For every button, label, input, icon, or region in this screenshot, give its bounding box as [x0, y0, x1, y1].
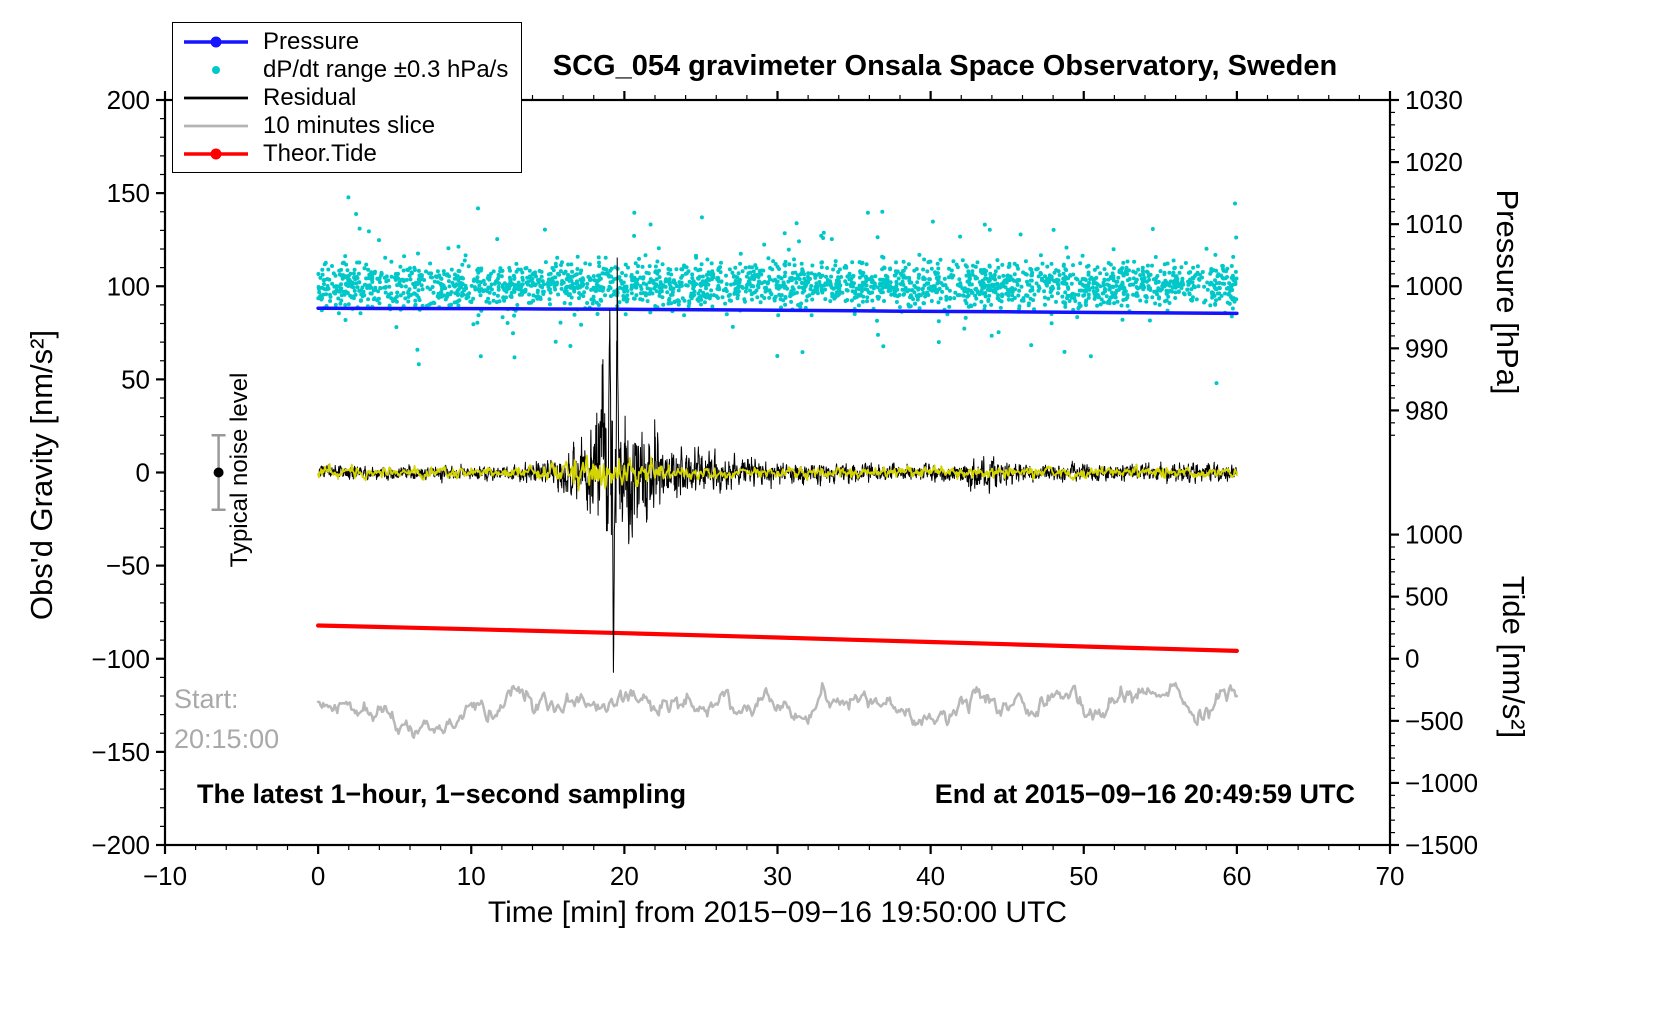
- svg-text:0: 0: [311, 861, 325, 891]
- svg-text:1000: 1000: [1405, 271, 1463, 301]
- svg-text:990: 990: [1405, 333, 1448, 363]
- svg-text:0: 0: [136, 458, 150, 488]
- start-label: Start:: [174, 684, 239, 714]
- legend-items: Pressure dP/dt range ±0.3 hPa/s Residual 10…: [173, 28, 521, 168]
- svg-text:0: 0: [1405, 644, 1419, 674]
- svg-text:30: 30: [763, 861, 792, 891]
- legend-item: dP/dt range ±0.3 hPa/s: [173, 56, 521, 84]
- svg-text:150: 150: [107, 178, 150, 208]
- sampling-note: The latest 1−hour, 1−second sampling: [197, 779, 687, 809]
- svg-text:10: 10: [457, 861, 486, 891]
- svg-text:1010: 1010: [1405, 209, 1463, 239]
- legend-label: Theor.Tide: [263, 140, 377, 167]
- svg-text:40: 40: [916, 861, 945, 891]
- legend-item: Theor.Tide: [173, 140, 521, 168]
- noise-level-label: Typical noise level: [226, 372, 253, 568]
- tide-axis-label: Tide [nm/s²]: [1496, 575, 1531, 739]
- legend: Pressure dP/dt range ±0.3 hPa/s Residual 10…: [172, 22, 522, 173]
- legend-marker-icon: [212, 66, 220, 74]
- svg-text:500: 500: [1405, 582, 1448, 612]
- legend-item: Pressure: [173, 28, 521, 56]
- svg-text:1030: 1030: [1405, 85, 1463, 115]
- svg-text:−500: −500: [1405, 706, 1464, 736]
- legend-marker-icon: [184, 96, 248, 100]
- chart-title: SCG_054 gravimeter Onsala Space Observat…: [552, 50, 1338, 82]
- svg-text:100: 100: [107, 271, 150, 301]
- legend-marker-icon: [184, 124, 248, 128]
- legend-label: Residual: [263, 84, 357, 111]
- legend-item: 10 minutes slice: [173, 112, 521, 140]
- svg-text:980: 980: [1405, 395, 1448, 425]
- svg-text:50: 50: [1069, 861, 1098, 891]
- legend-marker-icon: [184, 36, 248, 48]
- left-axis-label: Obs'd Gravity [nm/s²]: [24, 329, 59, 621]
- svg-text:50: 50: [121, 364, 150, 394]
- legend-marker-icon: [184, 148, 248, 160]
- start-time: 20:15:00: [174, 724, 280, 754]
- svg-text:−10: −10: [143, 861, 187, 891]
- svg-text:−1500: −1500: [1405, 830, 1478, 860]
- svg-text:60: 60: [1222, 861, 1251, 891]
- svg-text:1000: 1000: [1405, 520, 1463, 550]
- legend-label: 10 minutes slice: [263, 112, 436, 139]
- legend-item: Residual: [173, 84, 521, 112]
- legend-label: dP/dt range ±0.3 hPa/s: [263, 56, 509, 83]
- svg-text:200: 200: [107, 85, 150, 115]
- svg-text:−100: −100: [91, 644, 150, 674]
- legend-label: Pressure: [263, 28, 360, 55]
- svg-text:20: 20: [610, 861, 639, 891]
- svg-text:−1000: −1000: [1405, 768, 1478, 798]
- svg-text:−150: −150: [91, 737, 150, 767]
- end-time-note: End at 2015−09−16 20:49:59 UTC: [934, 779, 1355, 809]
- svg-text:−50: −50: [106, 551, 150, 581]
- svg-text:−200: −200: [91, 830, 150, 860]
- pressure-axis-label: Pressure [hPa]: [1490, 189, 1525, 395]
- svg-text:1020: 1020: [1405, 147, 1463, 177]
- x-axis-label: Time [min] from 2015−09−16 19:50:00 UTC: [487, 896, 1068, 929]
- svg-text:70: 70: [1376, 861, 1405, 891]
